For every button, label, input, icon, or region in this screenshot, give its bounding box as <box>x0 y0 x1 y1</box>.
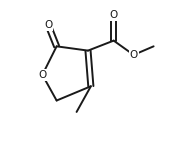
Text: O: O <box>44 20 52 30</box>
Text: O: O <box>38 70 46 80</box>
Text: O: O <box>130 50 138 60</box>
Text: O: O <box>109 10 118 20</box>
